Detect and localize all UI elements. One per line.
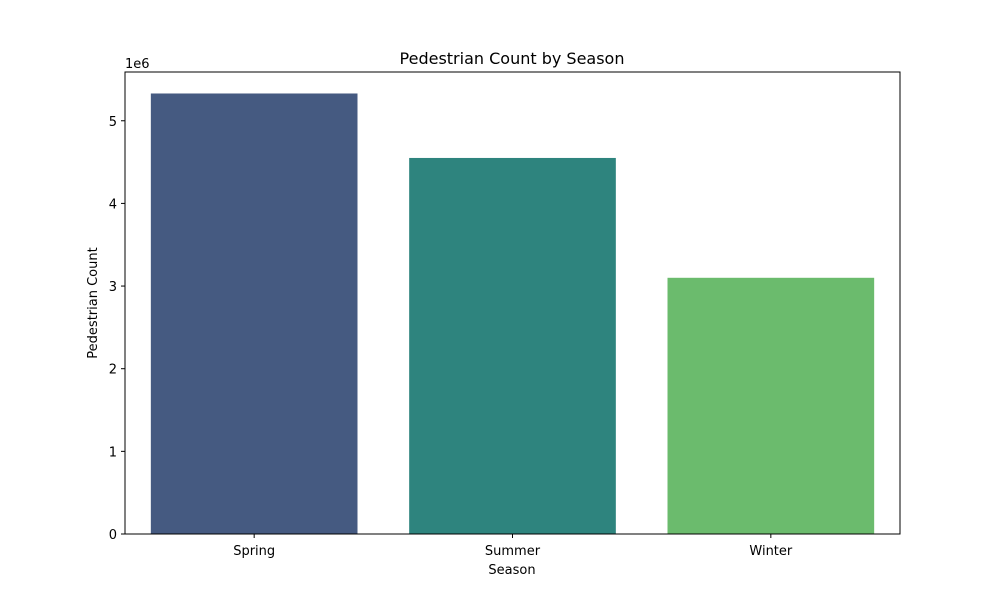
x-tick-label: Winter	[749, 544, 793, 559]
y-tick-label: 3	[109, 280, 117, 295]
x-tick-label: Summer	[485, 544, 541, 559]
y-tick-label: 4	[109, 197, 117, 212]
bars-layer	[150, 93, 875, 534]
y-tick-label: 1	[109, 445, 117, 460]
y-tick-label: 2	[109, 363, 117, 378]
x-tick-label: Spring	[233, 544, 275, 559]
bar-summer	[409, 157, 616, 534]
y-axis-offset-label: 1e6	[125, 57, 150, 72]
bar-spring	[150, 93, 358, 534]
bar-winter	[667, 277, 875, 534]
y-axis-label: Pedestrian Count	[86, 247, 101, 358]
y-axis: 0 1 2 3 4 5	[109, 115, 125, 543]
y-tick-label: 0	[109, 528, 117, 543]
chart-title: Pedestrian Count by Season	[400, 49, 625, 68]
x-axis: Spring Summer Winter	[233, 534, 793, 559]
x-axis-label: Season	[488, 563, 535, 578]
y-tick-label: 5	[109, 115, 117, 130]
